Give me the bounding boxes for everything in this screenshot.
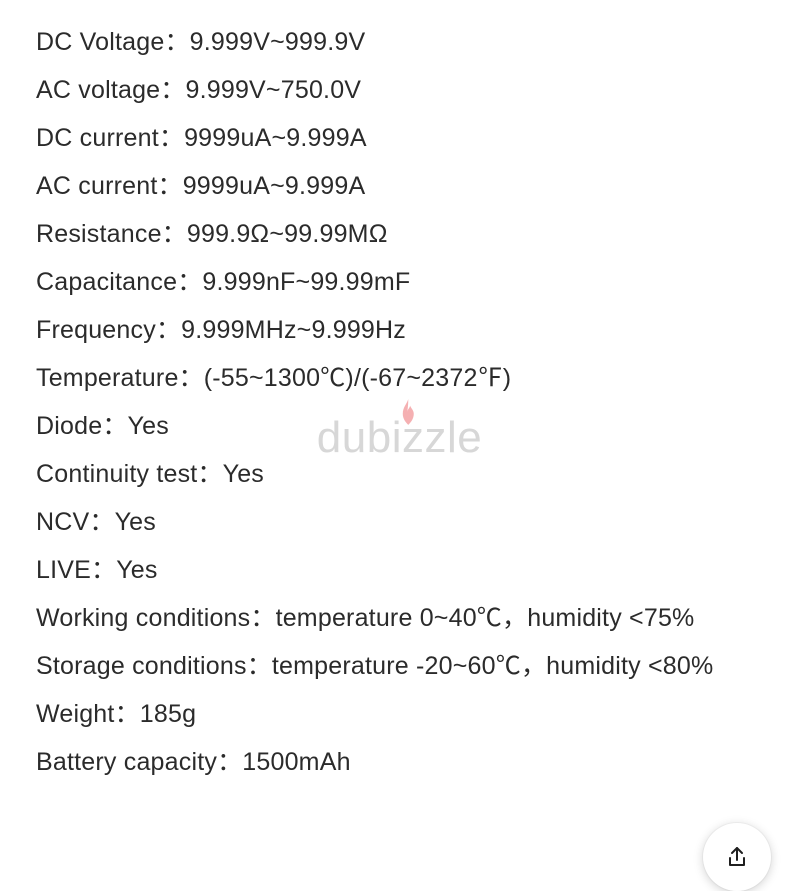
spec-label: Capacitance xyxy=(36,268,177,296)
spec-row: Continuity test：Yes xyxy=(36,450,763,498)
spec-row: AC voltage：9.999V~750.0V xyxy=(36,66,763,114)
spec-label: AC current xyxy=(36,172,157,200)
spec-row: LIVE：Yes xyxy=(36,546,763,594)
spec-row: Battery capacity：1500mAh xyxy=(36,738,763,786)
spec-label: Diode xyxy=(36,412,102,440)
spec-label: NCV xyxy=(36,508,89,536)
spec-label: AC voltage xyxy=(36,76,160,104)
spec-row: DC current：9999uA~9.999A xyxy=(36,114,763,162)
spec-value: 9.999V~750.0V xyxy=(186,76,362,104)
spec-row: AC current：9999uA~9.999A xyxy=(36,162,763,210)
spec-value: temperature 0~40℃，humidity <75% xyxy=(276,604,695,632)
spec-label: DC current xyxy=(36,124,159,152)
spec-value: Yes xyxy=(115,508,156,536)
spec-value: temperature -20~60℃，humidity <80% xyxy=(272,652,714,680)
spec-row: Resistance：999.9Ω~99.99MΩ xyxy=(36,210,763,258)
spec-value: Yes xyxy=(223,460,264,488)
spec-value: 1500mAh xyxy=(242,748,350,776)
spec-row: DC Voltage：9.999V~999.9V xyxy=(36,18,763,66)
spec-value: 9.999nF~99.99mF xyxy=(202,268,410,296)
spec-value: Yes xyxy=(128,412,169,440)
spec-row: Diode：Yes xyxy=(36,402,763,450)
spec-value: 9999uA~9.999A xyxy=(184,124,367,152)
spec-value: 185g xyxy=(140,700,196,728)
spec-row: NCV：Yes xyxy=(36,498,763,546)
spec-row: Working conditions：temperature 0~40℃，hum… xyxy=(36,594,763,642)
spec-row: Frequency：9.999MHz~9.999Hz xyxy=(36,306,763,354)
spec-label: DC Voltage xyxy=(36,28,164,56)
spec-row: Capacitance：9.999nF~99.99mF xyxy=(36,258,763,306)
spec-label: Weight xyxy=(36,700,115,728)
spec-label: Resistance xyxy=(36,220,162,248)
spec-label: Temperature xyxy=(36,364,179,392)
spec-label: Battery capacity xyxy=(36,748,217,776)
share-icon xyxy=(725,845,749,869)
spec-row: Temperature：(-55~1300℃)/(-67~2372℉) xyxy=(36,354,763,402)
spec-label: Continuity test xyxy=(36,460,197,488)
spec-value: 999.9Ω~99.99MΩ xyxy=(187,220,388,248)
spec-value: 9999uA~9.999A xyxy=(183,172,366,200)
spec-row: Weight：185g xyxy=(36,690,763,738)
spec-label: LIVE xyxy=(36,556,91,584)
spec-list: DC Voltage：9.999V~999.9V AC voltage：9.99… xyxy=(36,18,763,786)
spec-label: Working conditions xyxy=(36,604,250,632)
spec-value: 9.999V~999.9V xyxy=(190,28,366,56)
share-button[interactable] xyxy=(703,823,771,891)
spec-value: Yes xyxy=(116,556,157,584)
spec-value: (-55~1300℃)/(-67~2372℉) xyxy=(204,364,512,392)
spec-label: Storage conditions xyxy=(36,652,247,680)
spec-value: 9.999MHz~9.999Hz xyxy=(181,316,406,344)
spec-label: Frequency xyxy=(36,316,156,344)
spec-row: Storage conditions：temperature -20~60℃，h… xyxy=(36,642,763,690)
